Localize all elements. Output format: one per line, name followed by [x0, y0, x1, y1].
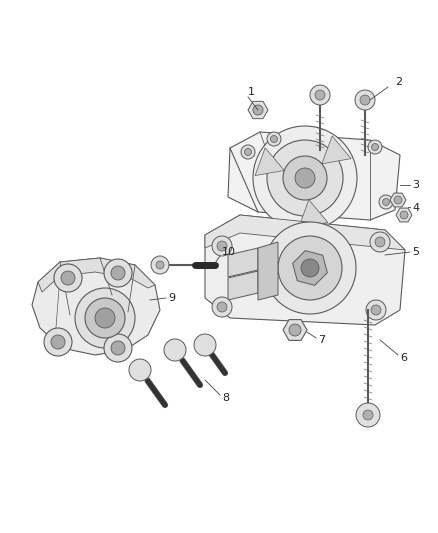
Polygon shape	[228, 271, 258, 300]
Text: 2: 2	[395, 77, 402, 87]
Circle shape	[356, 403, 380, 427]
Text: 4: 4	[412, 203, 419, 213]
Polygon shape	[38, 258, 155, 292]
Polygon shape	[205, 215, 405, 325]
Circle shape	[212, 297, 232, 317]
Circle shape	[278, 236, 342, 300]
Circle shape	[217, 302, 227, 312]
Circle shape	[267, 140, 343, 216]
Circle shape	[151, 256, 169, 274]
Circle shape	[156, 261, 164, 269]
Circle shape	[315, 90, 325, 100]
Circle shape	[375, 237, 385, 247]
Circle shape	[264, 222, 356, 314]
Text: 8: 8	[222, 393, 229, 403]
Polygon shape	[390, 193, 406, 207]
Polygon shape	[299, 200, 328, 228]
Circle shape	[370, 232, 390, 252]
Circle shape	[371, 143, 378, 150]
Polygon shape	[228, 132, 400, 220]
Circle shape	[360, 95, 370, 105]
Circle shape	[164, 339, 186, 361]
Text: 1: 1	[248, 87, 255, 97]
Polygon shape	[205, 215, 405, 250]
Polygon shape	[293, 251, 327, 285]
Circle shape	[212, 236, 232, 256]
Circle shape	[253, 105, 263, 115]
Circle shape	[382, 198, 389, 206]
Circle shape	[61, 271, 75, 285]
Text: 5: 5	[412, 247, 419, 257]
Circle shape	[283, 156, 327, 200]
Circle shape	[194, 334, 216, 356]
Circle shape	[104, 334, 132, 362]
Circle shape	[400, 211, 408, 219]
Circle shape	[379, 195, 393, 209]
Circle shape	[217, 241, 227, 251]
Circle shape	[295, 168, 315, 188]
Circle shape	[51, 335, 65, 349]
Circle shape	[253, 126, 357, 230]
Circle shape	[54, 264, 82, 292]
Circle shape	[368, 140, 382, 154]
Circle shape	[366, 300, 386, 320]
Circle shape	[355, 90, 375, 110]
Polygon shape	[396, 208, 412, 222]
Circle shape	[95, 308, 115, 328]
Polygon shape	[228, 248, 258, 277]
Polygon shape	[283, 320, 307, 341]
Polygon shape	[258, 242, 278, 300]
Polygon shape	[255, 148, 284, 175]
Circle shape	[244, 149, 251, 156]
Text: 7: 7	[318, 335, 325, 345]
Circle shape	[310, 85, 330, 105]
Circle shape	[111, 341, 125, 355]
Circle shape	[301, 259, 319, 277]
Polygon shape	[248, 101, 268, 119]
Circle shape	[371, 305, 381, 315]
Polygon shape	[322, 136, 351, 164]
Circle shape	[363, 410, 373, 420]
Text: 6: 6	[400, 353, 407, 363]
Circle shape	[129, 359, 151, 381]
Circle shape	[111, 266, 125, 280]
Circle shape	[394, 196, 402, 204]
Circle shape	[267, 132, 281, 146]
Text: 9: 9	[168, 293, 175, 303]
Circle shape	[241, 145, 255, 159]
Text: 3: 3	[412, 180, 419, 190]
Circle shape	[104, 259, 132, 287]
Text: 10: 10	[222, 247, 236, 257]
Circle shape	[75, 288, 135, 348]
Circle shape	[289, 324, 301, 336]
Circle shape	[44, 328, 72, 356]
Circle shape	[271, 135, 278, 142]
Polygon shape	[32, 258, 160, 355]
Circle shape	[85, 298, 125, 338]
